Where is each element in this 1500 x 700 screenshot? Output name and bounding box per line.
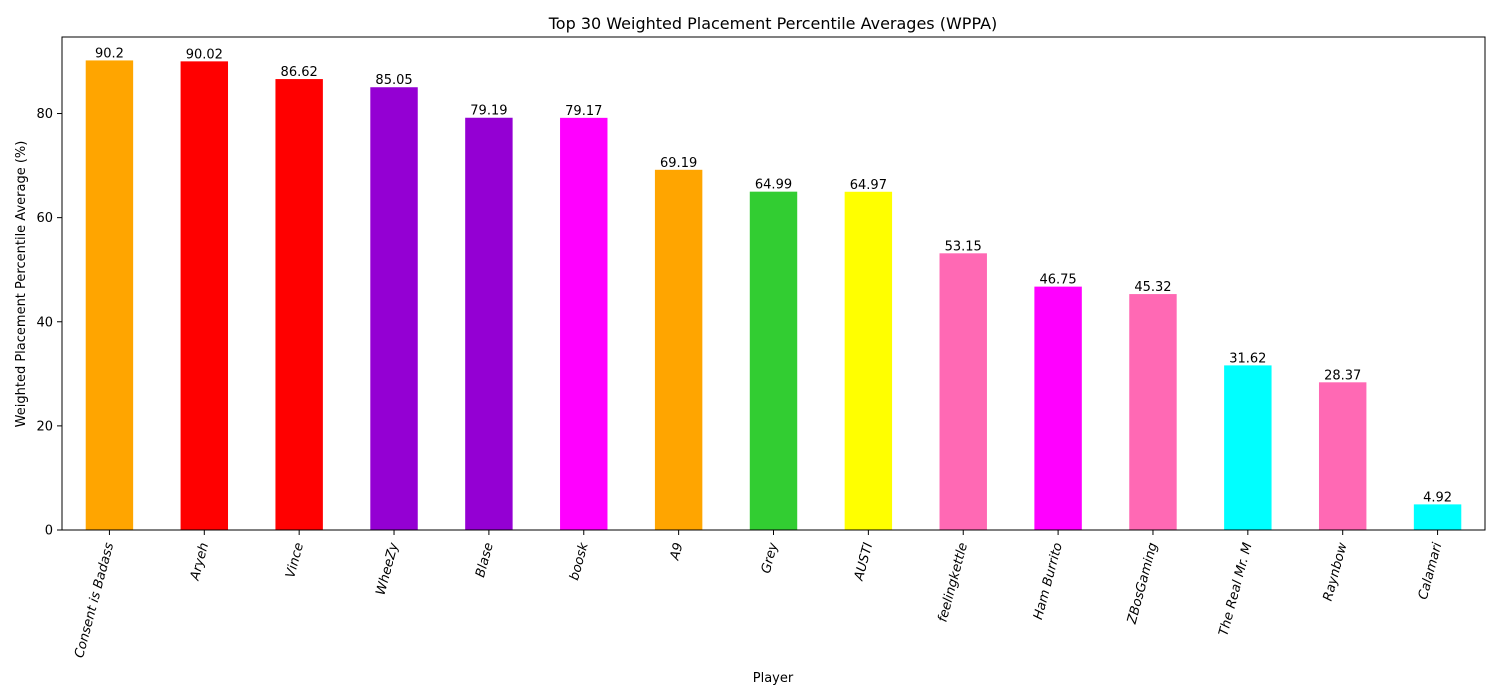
data-label-10: 46.75	[1039, 273, 1076, 288]
data-labels-group: 90.2 90.02 86.62 85.05 79.19 79.17 69.19 64.99 6…	[95, 46, 1452, 505]
x-tick-label-7: Grey	[759, 541, 782, 575]
x-axis-label: Player	[753, 671, 794, 686]
data-label-12: 31.62	[1229, 351, 1266, 366]
bar-11	[1129, 294, 1177, 530]
y-tick-label-0: 0	[45, 524, 53, 539]
data-label-2: 86.62	[281, 65, 318, 80]
bar-14	[1413, 504, 1462, 530]
data-label-14: 4.92	[1423, 490, 1452, 505]
x-tick-label-9: feelingkettle	[935, 541, 971, 624]
x-tick-label-0: Consent is Badass	[72, 541, 117, 660]
bar-3	[370, 87, 418, 531]
data-label-0: 90.2	[95, 46, 124, 61]
x-tick-label-8: AUSTI	[852, 541, 877, 583]
x-tick-label-3: WheeZy	[374, 541, 402, 597]
x-tick-label-4: Blase	[473, 541, 497, 579]
bar-2	[275, 79, 323, 530]
x-tick-label-6: A9	[667, 541, 686, 562]
data-label-11: 45.32	[1134, 280, 1171, 295]
data-label-6: 69.19	[660, 156, 697, 171]
bar-7	[749, 191, 798, 530]
bar-9	[939, 253, 987, 530]
bars-group	[85, 60, 1462, 531]
y-tick-label-3: 60	[36, 211, 53, 226]
bar-12	[1224, 365, 1272, 530]
bar-0	[85, 60, 134, 531]
bar-5	[560, 117, 608, 530]
data-label-3: 85.05	[375, 73, 412, 88]
y-axis: 0 20 40 60 80	[36, 107, 62, 539]
x-tick-label-2: Vince	[283, 541, 307, 580]
data-label-1: 90.02	[186, 47, 223, 62]
x-tick-label-12: The Real Mr. M	[1216, 541, 1255, 638]
data-label-13: 28.37	[1324, 368, 1361, 383]
data-label-7: 64.99	[755, 178, 792, 193]
x-axis: Consent is Badass Aryeh Vince WheeZy Blase bo…	[72, 530, 1446, 660]
data-label-5: 79.17	[565, 104, 602, 119]
bar-4	[465, 117, 513, 530]
x-tick-label-14: Calamari	[1416, 541, 1446, 601]
data-label-9: 53.15	[945, 239, 982, 254]
x-tick-label-1: Aryeh	[188, 541, 213, 583]
bar-10	[1034, 286, 1082, 530]
y-tick-label-1: 20	[36, 419, 53, 434]
x-tick-label-5: boosk	[567, 541, 592, 582]
bar-13	[1318, 382, 1367, 530]
chart-title: Top 30 Weighted Placement Percentile Ave…	[548, 14, 998, 33]
plot-frame	[61, 36, 1486, 531]
bar-1	[180, 61, 229, 530]
y-tick-label-2: 40	[36, 315, 53, 330]
y-axis-label: Weighted Placement Percentile Average (%…	[14, 141, 29, 428]
bar-8	[844, 191, 893, 531]
x-tick-label-13: Raynbow	[1321, 541, 1351, 603]
y-tick-label-4: 80	[36, 107, 53, 122]
x-tick-label-10: Ham Burrito	[1031, 541, 1066, 621]
bar-6	[654, 169, 703, 530]
x-tick-label-11: ZBosGaming	[1125, 541, 1161, 626]
data-label-4: 79.19	[470, 104, 507, 119]
data-label-8: 64.97	[850, 178, 887, 193]
